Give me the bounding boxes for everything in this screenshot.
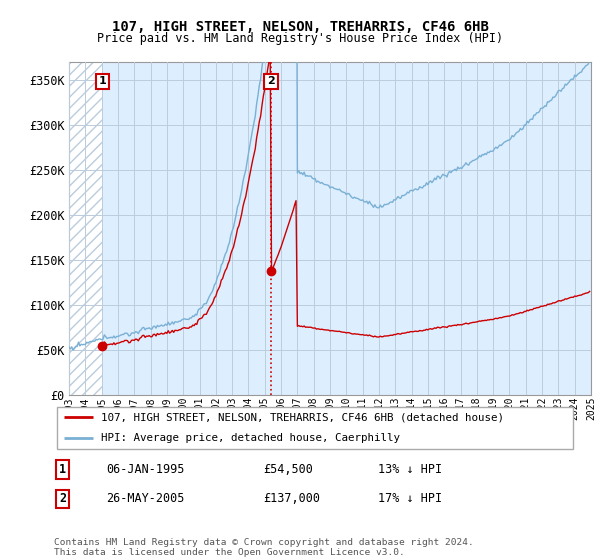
Text: 17% ↓ HPI: 17% ↓ HPI <box>377 492 442 506</box>
Text: Price paid vs. HM Land Registry's House Price Index (HPI): Price paid vs. HM Land Registry's House … <box>97 32 503 45</box>
Text: 13% ↓ HPI: 13% ↓ HPI <box>377 463 442 476</box>
Text: £54,500: £54,500 <box>263 463 313 476</box>
Bar <box>69 62 102 395</box>
Text: HPI: Average price, detached house, Caerphilly: HPI: Average price, detached house, Caer… <box>101 433 400 444</box>
Text: 1: 1 <box>59 463 67 476</box>
Text: 107, HIGH STREET, NELSON, TREHARRIS, CF46 6HB: 107, HIGH STREET, NELSON, TREHARRIS, CF4… <box>112 20 488 34</box>
Text: Contains HM Land Registry data © Crown copyright and database right 2024.
This d: Contains HM Land Registry data © Crown c… <box>54 538 474 557</box>
FancyBboxPatch shape <box>56 407 574 449</box>
Text: 107, HIGH STREET, NELSON, TREHARRIS, CF46 6HB (detached house): 107, HIGH STREET, NELSON, TREHARRIS, CF4… <box>101 412 504 422</box>
Text: 1: 1 <box>98 76 106 86</box>
Text: 26-MAY-2005: 26-MAY-2005 <box>106 492 185 506</box>
Text: 2: 2 <box>59 492 67 506</box>
Text: £137,000: £137,000 <box>263 492 320 506</box>
Text: 06-JAN-1995: 06-JAN-1995 <box>106 463 185 476</box>
Text: 2: 2 <box>267 76 275 86</box>
